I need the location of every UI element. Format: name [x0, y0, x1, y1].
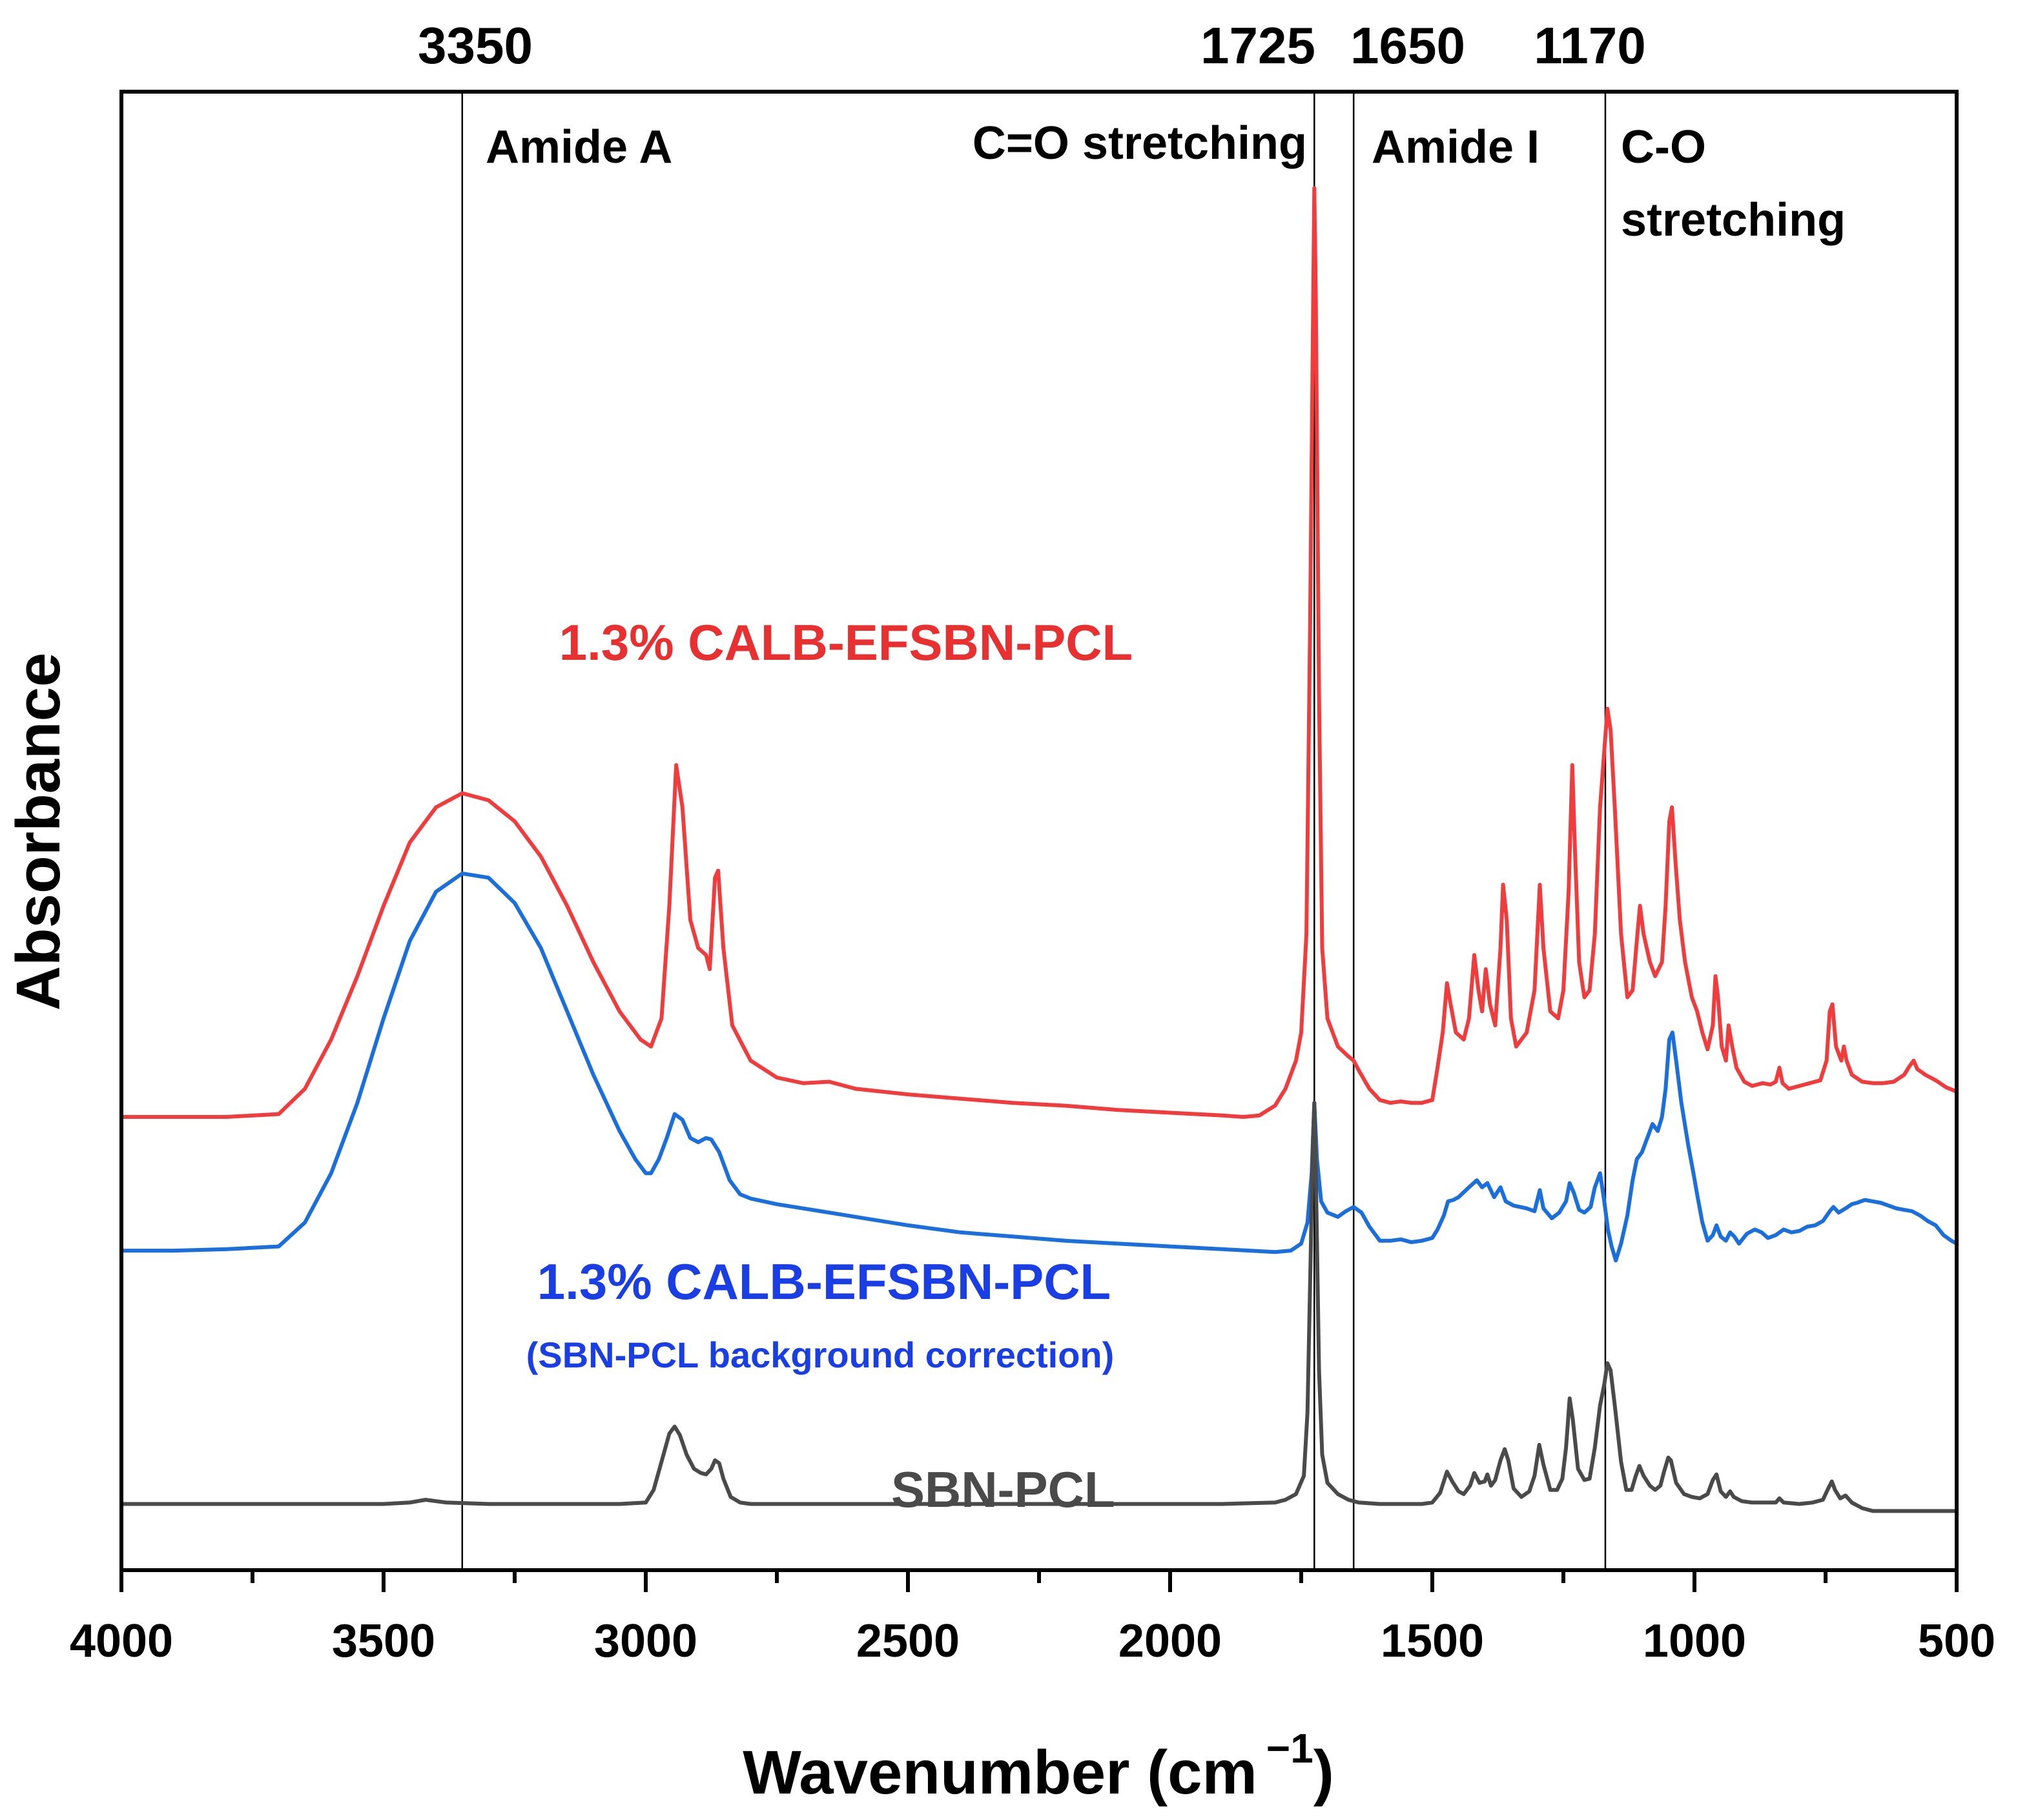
x-tick-label-3500: 3500 [332, 1615, 435, 1667]
peak-label-1650: 1650 [1350, 17, 1465, 74]
x-axis-title-close: ) [1313, 1738, 1334, 1807]
band-label-amide-a: Amide A [486, 121, 672, 173]
band-label-amide-i: Amide I [1372, 121, 1539, 173]
x-tick-label-4000: 4000 [70, 1615, 173, 1667]
x-tick-label-500: 500 [1918, 1615, 1995, 1667]
series-label-calb-efsbn-pcl: 1.3% CALB-EFSBN-PCL [559, 614, 1133, 671]
series-label-calb-efsbn-pcl-corrected: 1.3% CALB-EFSBN-PCL [537, 1253, 1111, 1310]
peak-label-3350: 3350 [418, 17, 533, 74]
peak-label-1725: 1725 [1200, 17, 1315, 74]
y-axis-title: Absorbance [4, 653, 73, 1011]
series-label-sbn-pcl: SBN-PCL [891, 1461, 1115, 1518]
band-label-c-o: C-O [1621, 121, 1706, 173]
x-tick-label-1000: 1000 [1643, 1615, 1746, 1667]
x-axis-title-main: Wavenumber (cm [743, 1738, 1257, 1807]
x-tick-label-2500: 2500 [856, 1615, 960, 1667]
x-axis-ticks: 4000 3500 3000 2500 2000 1500 1000 500 [70, 1570, 1995, 1667]
series-line-calb-efsbn-pcl [119, 186, 1959, 1119]
x-axis-title-sup: −1 [1266, 1725, 1313, 1772]
x-tick-label-3000: 3000 [594, 1615, 697, 1667]
series-line-sbn-pcl [119, 1101, 1959, 1513]
x-axis-title: Wavenumber (cm −1) [743, 1725, 1334, 1807]
x-tick-label-2000: 2000 [1118, 1615, 1222, 1667]
series-group [119, 186, 1959, 1513]
x-tick-label-1500: 1500 [1381, 1615, 1484, 1667]
band-label-co-stretching: C=O stretching [973, 118, 1307, 169]
series-sublabel-background-correction: (SBN-PCL background correction) [526, 1334, 1115, 1375]
series-line-calb-efsbn-pcl-corrected [119, 871, 1959, 1263]
band-label-c-o-stretching: stretching [1621, 194, 1846, 246]
peak-label-1170: 1170 [1534, 17, 1646, 74]
